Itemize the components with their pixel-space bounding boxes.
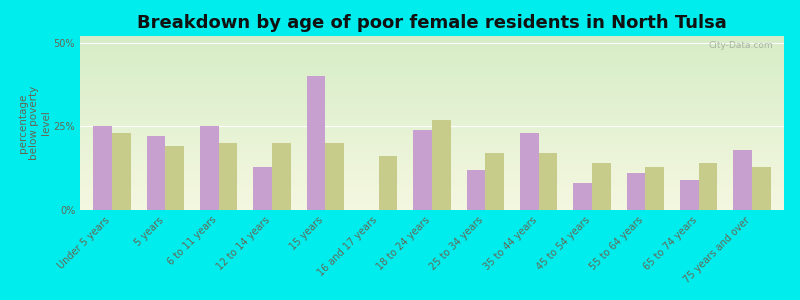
Bar bbox=[466, 170, 486, 210]
Bar bbox=[698, 163, 718, 210]
Bar bbox=[486, 153, 504, 210]
Bar bbox=[326, 143, 344, 210]
Bar bbox=[646, 167, 664, 210]
Bar bbox=[112, 133, 130, 210]
Bar bbox=[166, 146, 184, 210]
Bar bbox=[626, 173, 646, 210]
Text: City-Data.com: City-Data.com bbox=[709, 41, 774, 50]
Y-axis label: percentage
below poverty
level: percentage below poverty level bbox=[18, 86, 50, 160]
Bar bbox=[574, 183, 592, 210]
Bar bbox=[200, 126, 218, 210]
Bar bbox=[520, 133, 538, 210]
Bar bbox=[146, 136, 166, 210]
Bar bbox=[752, 167, 770, 210]
Bar bbox=[538, 153, 558, 210]
Bar bbox=[306, 76, 326, 210]
Bar bbox=[432, 120, 450, 210]
Bar bbox=[378, 157, 398, 210]
Bar bbox=[218, 143, 238, 210]
Bar bbox=[254, 167, 272, 210]
Bar bbox=[680, 180, 698, 210]
Title: Breakdown by age of poor female residents in North Tulsa: Breakdown by age of poor female resident… bbox=[137, 14, 727, 32]
Bar bbox=[94, 126, 112, 210]
Bar bbox=[272, 143, 290, 210]
Bar bbox=[414, 130, 432, 210]
Bar bbox=[734, 150, 752, 210]
Bar bbox=[592, 163, 610, 210]
